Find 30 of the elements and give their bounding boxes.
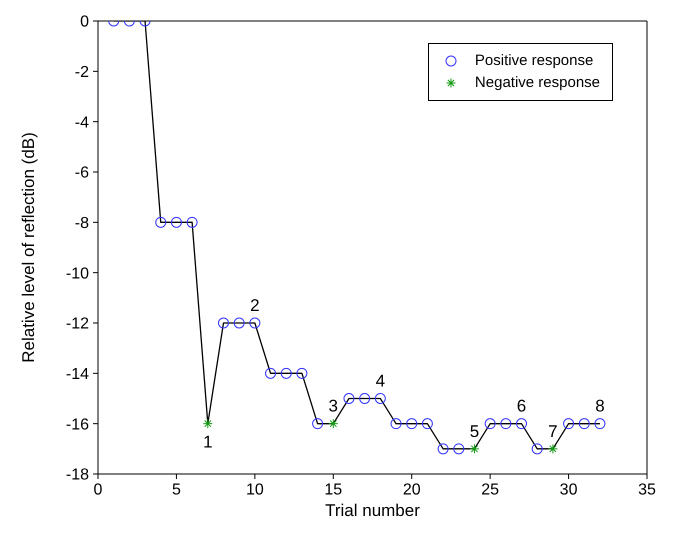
y-tick-label: -14 — [66, 366, 90, 384]
y-tick-label: -16 — [66, 416, 90, 434]
y-tick-label: -4 — [74, 114, 90, 132]
y-tick-label: -10 — [66, 265, 90, 282]
x-tick-label: 15 — [324, 481, 342, 498]
legend-label: Positive response — [474, 51, 594, 71]
y-tick-label: -18 — [66, 466, 90, 484]
y-tick-label: -8 — [74, 215, 90, 232]
annotation: 5 — [470, 422, 480, 441]
y-axis-title: Relative level of reflection (dB) — [19, 132, 38, 363]
x-axis-title: Trial number — [325, 501, 420, 520]
y-tick-label: -2 — [74, 64, 90, 82]
y-tick-label: -12 — [66, 316, 90, 333]
x-tick-label: 10 — [246, 481, 264, 498]
annotation: 3 — [328, 396, 338, 416]
annotation: 8 — [595, 396, 605, 416]
y-tick-label: 0 — [80, 14, 90, 31]
x-tick-label: 5 — [172, 481, 181, 498]
x-tick-label: 25 — [481, 481, 500, 498]
x-tick-label: 0 — [94, 481, 103, 498]
annotation: 2 — [250, 296, 260, 315]
annotation: 7 — [548, 422, 558, 441]
x-tick-label: 20 — [402, 481, 421, 498]
x-tick-label: 35 — [638, 481, 656, 498]
x-tick-label: 30 — [560, 481, 578, 498]
annotation: 4 — [376, 372, 386, 390]
annotation: 6 — [516, 396, 526, 416]
y-tick-label: -6 — [74, 164, 90, 182]
annotation: 1 — [203, 432, 213, 452]
legend-label: Negative response — [474, 73, 600, 93]
